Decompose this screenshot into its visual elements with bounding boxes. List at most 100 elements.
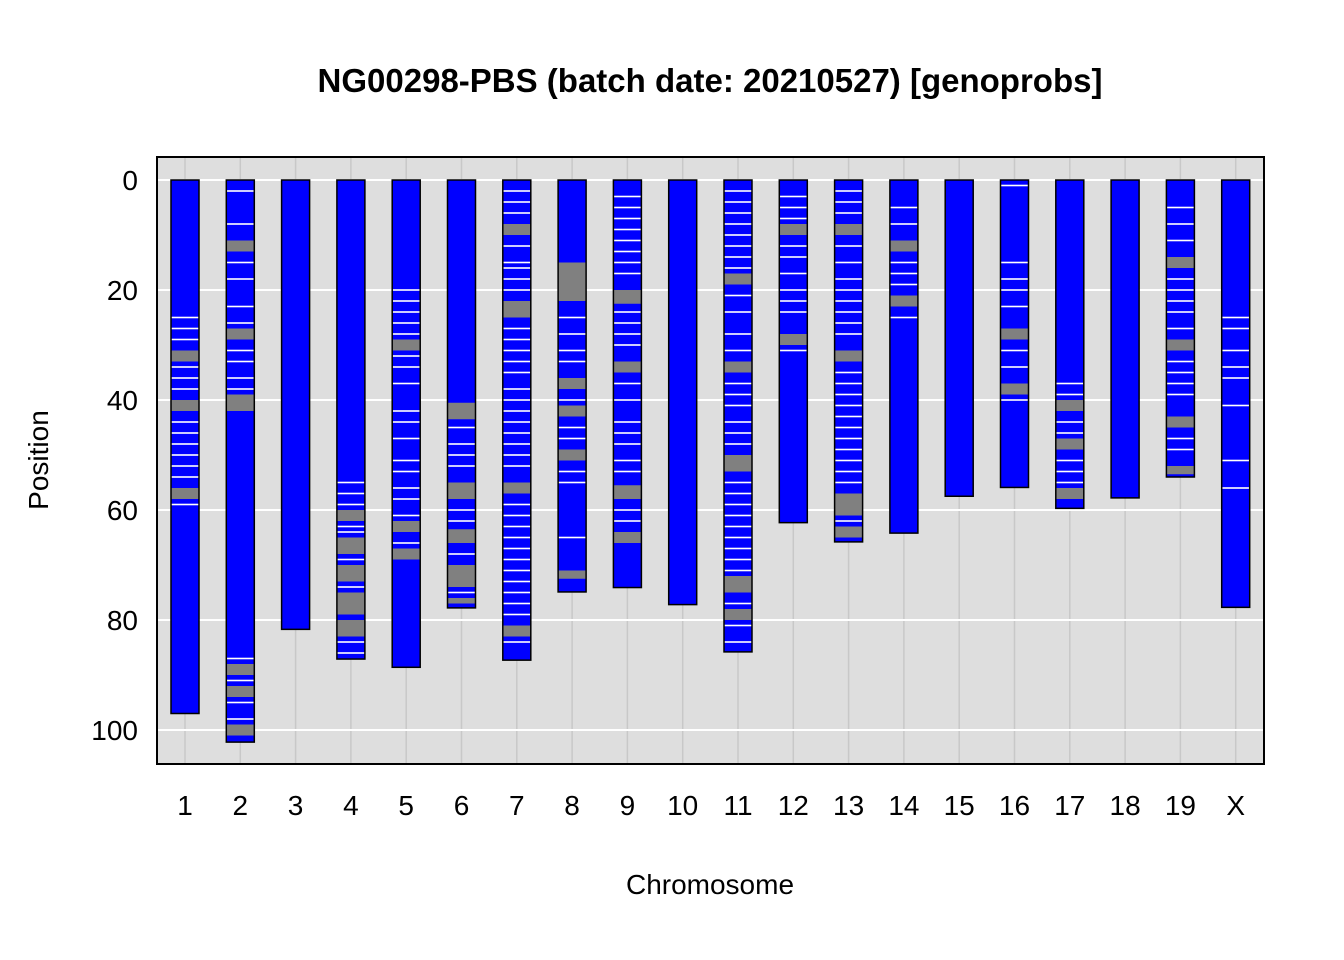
chromosome-body [889, 180, 918, 534]
x-tick-label: 1 [177, 790, 193, 821]
het-marker-line [834, 437, 863, 440]
het-marker-line [1166, 327, 1195, 330]
het-marker-line [613, 239, 642, 242]
het-marker-line [171, 316, 199, 319]
chromosome-outline [225, 179, 256, 743]
chromosome-body [447, 180, 476, 608]
het-marker-line [447, 465, 476, 467]
het-marker-line [502, 327, 531, 330]
het-marker-line [613, 459, 642, 462]
het-marker-line [779, 217, 808, 220]
missing-genotype-band [724, 576, 752, 593]
chromosome-body [779, 180, 808, 523]
het-marker-line [613, 195, 642, 198]
het-marker-line [1221, 366, 1250, 368]
het-marker-line [724, 212, 752, 214]
het-marker-line [336, 641, 365, 643]
het-marker-line [779, 206, 808, 209]
het-marker-line [502, 613, 531, 616]
missing-genotype-band [558, 449, 587, 461]
het-marker-line [502, 580, 531, 583]
het-marker-line [171, 465, 199, 467]
missing-genotype-band [171, 400, 199, 411]
chromosome-bar-9 [612, 179, 643, 589]
chromosome-outline [336, 179, 366, 660]
het-marker-line [724, 514, 752, 517]
het-marker-line [502, 278, 531, 280]
chromosome-bar-10 [667, 179, 698, 606]
het-marker-line [336, 503, 365, 506]
x-tick-label: 16 [999, 790, 1030, 821]
x-tick-label: 14 [888, 790, 919, 821]
het-marker-line [1000, 305, 1029, 308]
het-marker-line [447, 443, 476, 445]
chromosome-outline [999, 179, 1030, 489]
het-marker-line [724, 294, 752, 297]
chart-title: NG00298-PBS (batch date: 20210527) [geno… [318, 62, 1103, 99]
het-marker-line [226, 349, 255, 352]
missing-genotype-band [779, 334, 808, 345]
het-marker-line [1166, 223, 1195, 225]
het-marker-line [834, 371, 863, 374]
chromosome-body [392, 180, 421, 668]
het-marker-line [834, 278, 863, 280]
chromosome-body [1221, 180, 1250, 608]
het-marker-line [1166, 311, 1195, 313]
het-marker-line [226, 322, 255, 324]
y-tick-label: 100 [91, 715, 138, 746]
chromosome-outline [1165, 179, 1196, 478]
het-marker-line [724, 525, 752, 528]
het-marker-line [724, 382, 752, 385]
het-marker-line [1221, 316, 1250, 319]
het-marker-line [834, 311, 863, 313]
het-marker-line [889, 272, 918, 275]
x-tick-label: 4 [343, 790, 359, 821]
het-marker-line [502, 569, 531, 572]
missing-genotype-band [226, 240, 255, 252]
het-marker-line [336, 558, 365, 561]
missing-genotype-band [724, 273, 752, 285]
het-marker-line [392, 300, 421, 302]
het-marker-line [1166, 239, 1195, 242]
het-marker-line [834, 448, 863, 451]
het-marker-line [502, 432, 531, 434]
missing-genotype-band [889, 240, 918, 252]
het-marker-line [613, 261, 642, 264]
het-marker-line [171, 338, 199, 341]
het-marker-line [724, 404, 752, 407]
het-marker-line [1221, 377, 1250, 379]
het-marker-line [1221, 327, 1250, 330]
het-marker-line [1166, 360, 1195, 363]
panel-border [156, 156, 1265, 765]
het-marker-line [502, 558, 531, 561]
het-marker-line [392, 437, 421, 440]
het-marker-line [834, 426, 863, 429]
het-marker-line [724, 311, 752, 313]
het-marker-line [171, 503, 199, 506]
het-marker-line [558, 536, 587, 539]
chromosome-bar-3 [280, 179, 311, 631]
het-marker-line [724, 234, 752, 236]
het-marker-line [336, 492, 365, 495]
het-marker-line [779, 300, 808, 302]
het-marker-line [171, 432, 199, 434]
het-marker-line [226, 679, 255, 682]
missing-genotype-band [834, 224, 863, 235]
het-marker-line [1221, 349, 1250, 352]
missing-genotype-band [1000, 383, 1029, 395]
het-marker-line [392, 289, 421, 291]
chromosome-outline [446, 179, 477, 609]
missing-genotype-band [392, 521, 421, 532]
het-marker-line [724, 267, 752, 269]
het-marker-line [226, 360, 255, 363]
het-marker-line [613, 322, 642, 324]
y-tick-label: 40 [107, 385, 138, 416]
chromosome-body [281, 180, 310, 630]
het-marker-line [779, 256, 808, 258]
chromosome-outline [667, 179, 698, 606]
x-tick-label: 13 [833, 790, 864, 821]
het-marker-line [613, 382, 642, 385]
het-marker-line [392, 514, 421, 517]
het-marker-line [889, 223, 918, 225]
chromosome-outline [557, 179, 587, 593]
